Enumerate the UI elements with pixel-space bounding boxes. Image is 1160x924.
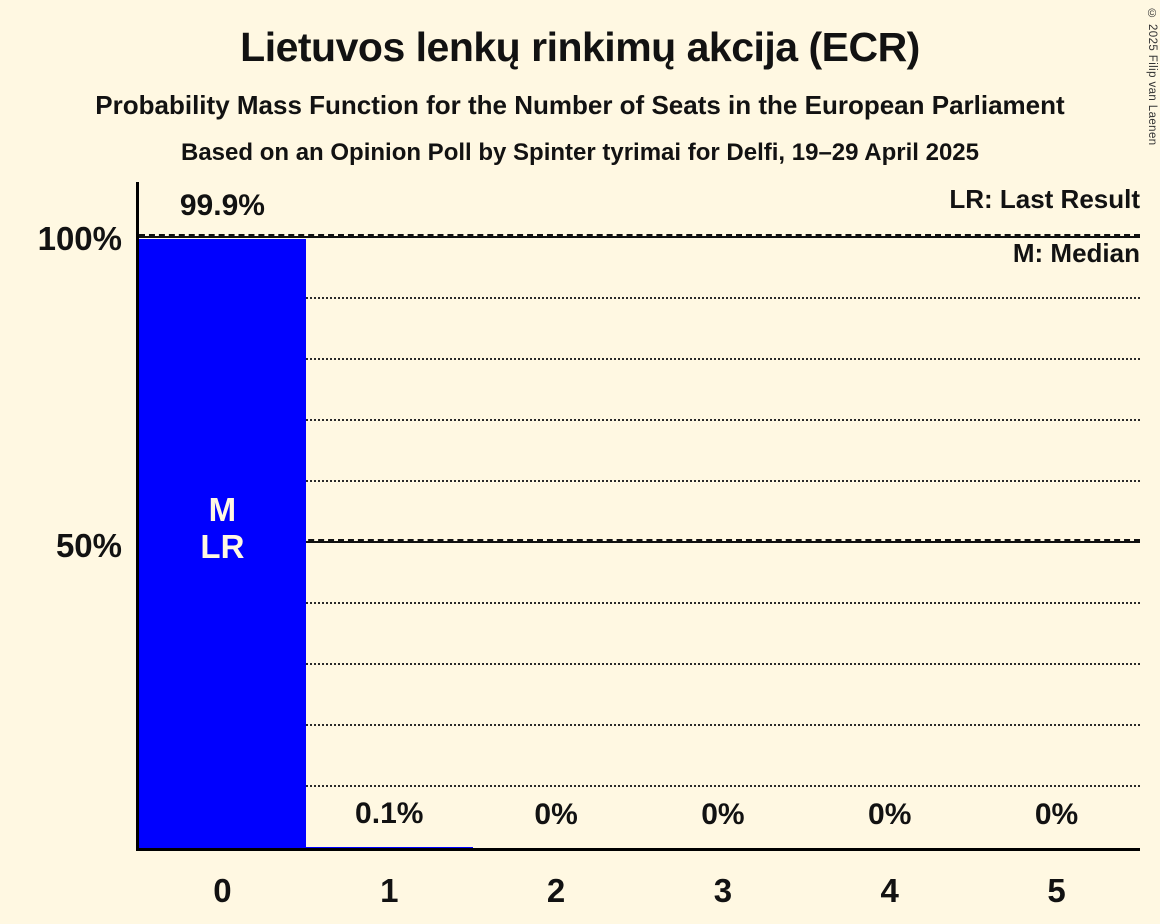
y-axis-label-100: 100% <box>37 220 122 257</box>
value-label-seat-0: 99.9% <box>179 188 265 222</box>
value-label-seat-5: 0% <box>1034 798 1079 831</box>
gridline-100pct-solid <box>139 236 1140 238</box>
value-label-seat-3: 0% <box>701 798 745 831</box>
bar-slots: M LR 99.9% 0 0.1% 1 0% 2 0% 3 <box>139 189 1140 909</box>
x-tick-label-0: 0 <box>213 872 232 909</box>
gridline-50pct-dashed <box>139 539 1140 541</box>
y-axis-line <box>136 182 139 851</box>
x-tick-label-1: 1 <box>380 872 399 909</box>
chart-subtitle: Probability Mass Function for the Number… <box>95 90 1065 120</box>
bar-slot-1: 0.1% 1 <box>305 238 473 909</box>
value-label-seat-1: 0.1% <box>355 797 424 831</box>
gridline-70pct <box>139 419 1140 421</box>
bar-slot-2: 0% 2 <box>473 238 640 909</box>
value-label-seat-4: 0% <box>868 798 912 831</box>
y-axis-label-50: 50% <box>55 527 122 564</box>
median-marker: M <box>208 491 237 528</box>
gridline-60pct <box>139 480 1140 482</box>
x-axis-line <box>136 848 1140 851</box>
bar-seat-1 <box>305 847 473 848</box>
gridline-20pct <box>139 724 1140 726</box>
gridline-30pct <box>139 663 1140 665</box>
x-tick-label-4: 4 <box>880 872 899 909</box>
gridline-90pct <box>139 297 1140 299</box>
gridline-80pct <box>139 358 1140 360</box>
chart-title: Lietuvos lenkų rinkimų akcija (ECR) <box>240 24 920 70</box>
bar-slot-5: 0% 5 <box>973 238 1140 909</box>
gridline-100pct-dashed <box>139 234 1140 236</box>
bar-seat-0: M LR <box>139 238 306 848</box>
median-last-result-marker: M LR <box>139 491 306 565</box>
x-tick-label-3: 3 <box>713 872 733 909</box>
chart-source-line: Based on an Opinion Poll by Spinter tyri… <box>181 139 979 166</box>
x-tick-label-5: 5 <box>1047 872 1066 909</box>
copyright-notice: © 2025 Filip van Laenen <box>1146 8 1158 146</box>
plot-area: M LR 99.9% 0 0.1% 1 0% 2 0% 3 <box>136 182 1140 909</box>
legend-last-result: LR: Last Result <box>949 184 1140 214</box>
last-result-marker: LR <box>200 528 245 565</box>
bar-slot-0: M LR 99.9% 0 <box>139 189 306 909</box>
value-label-seat-2: 0% <box>534 798 578 831</box>
gridline-40pct <box>139 602 1140 604</box>
x-tick-label-2: 2 <box>546 872 566 909</box>
legend-median: M: Median <box>1012 238 1140 268</box>
bar-slot-4: 0% 4 <box>806 238 973 909</box>
bar-slot-3: 0% 3 <box>639 238 806 909</box>
gridline-50pct-solid <box>139 541 1140 543</box>
gridline-10pct <box>139 785 1140 787</box>
